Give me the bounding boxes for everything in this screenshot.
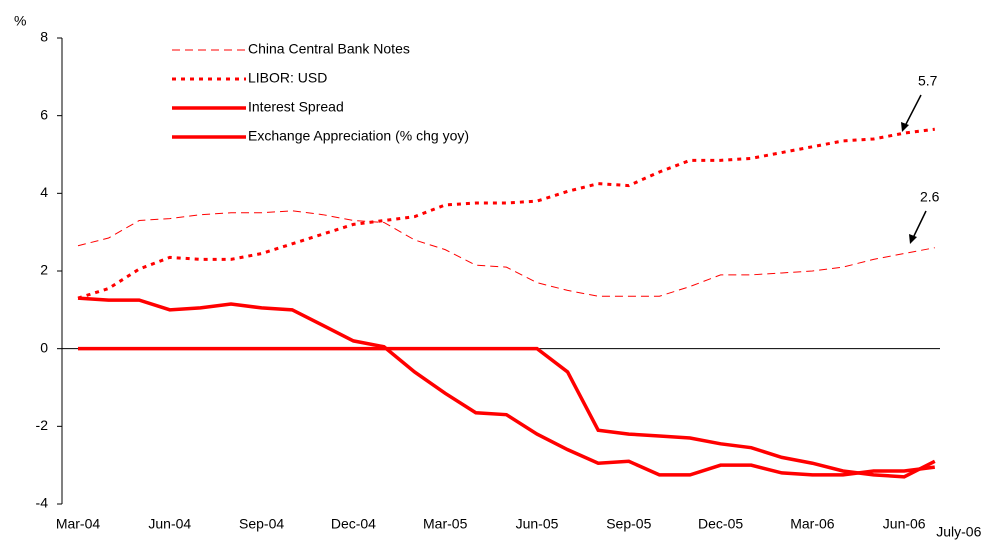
legend-label: China Central Bank Notes — [248, 41, 410, 57]
x-tick-label: Dec-04 — [331, 516, 376, 532]
x-tick-label: Jun-05 — [516, 516, 559, 532]
y-tick-label: 4 — [40, 184, 48, 200]
y-unit: % — [14, 13, 26, 29]
series-line — [77, 210, 935, 297]
x-tick-label: Mar-04 — [56, 516, 101, 532]
annotation: 5.7 — [918, 73, 938, 89]
y-tick-label: 8 — [40, 29, 48, 45]
x-tick-label: Jun-06 — [883, 516, 926, 532]
series-line — [77, 127, 935, 300]
x-tick-label: Jun-04 — [148, 516, 191, 532]
x-tick-label: July-06 — [936, 524, 981, 540]
legend-label: Exchange Appreciation (% chg yoy) — [248, 128, 469, 144]
y-tick-label: 0 — [40, 339, 48, 355]
arrow-head — [901, 122, 909, 132]
x-tick-label: Sep-05 — [606, 516, 651, 532]
x-tick-label: Dec-05 — [698, 516, 743, 532]
series-line — [78, 346, 936, 479]
arrow-head — [909, 234, 917, 244]
y-tick-label: 2 — [40, 262, 48, 278]
x-tick-label: Mar-06 — [790, 516, 835, 532]
y-tick-label: -2 — [36, 417, 49, 433]
y-tick-label: 6 — [40, 106, 48, 122]
series-line — [77, 296, 936, 477]
x-tick-label: Sep-04 — [239, 516, 284, 532]
annotation-arrow — [911, 210, 927, 241]
legend-label: Interest Spread — [248, 99, 344, 115]
x-tick-label: Mar-05 — [423, 516, 468, 532]
y-tick-label: -4 — [36, 495, 49, 511]
legend-label: LIBOR: USD — [248, 70, 327, 86]
annotation-arrow — [903, 94, 922, 129]
annotation: 2.6 — [920, 189, 940, 205]
